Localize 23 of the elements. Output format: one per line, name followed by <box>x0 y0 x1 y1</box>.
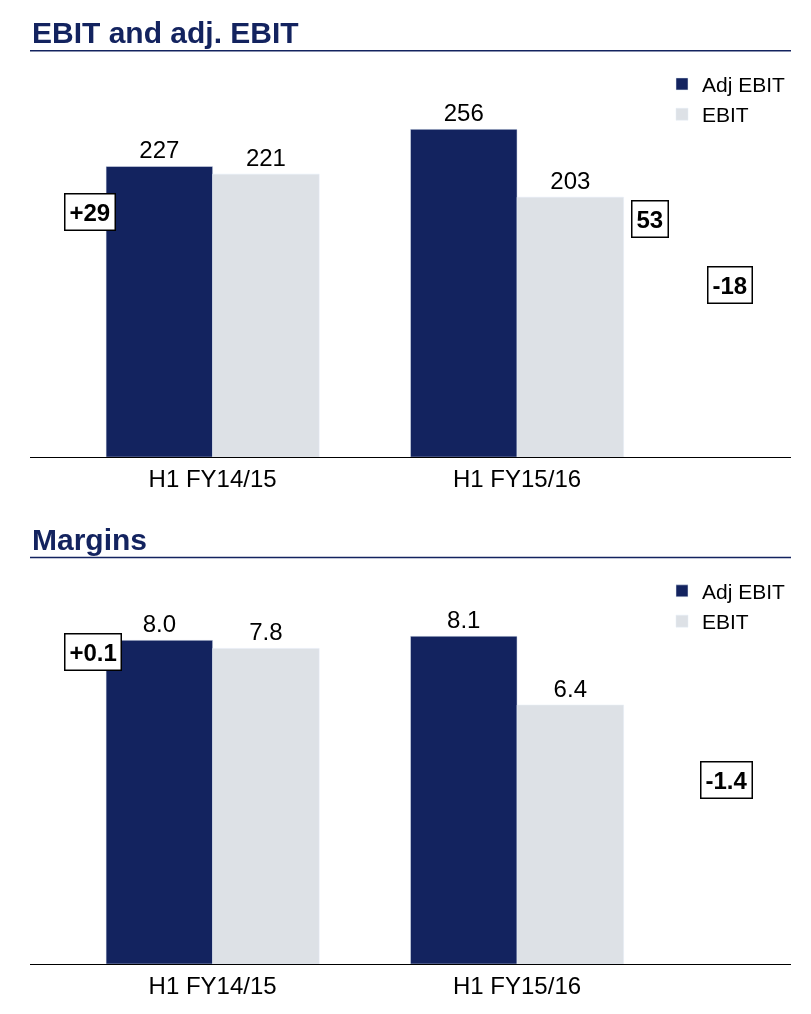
chart-title: Margins <box>32 523 148 556</box>
x-tick-label: H1 FY15/16 <box>453 971 582 999</box>
x-tick-label: H1 FY14/15 <box>148 464 277 492</box>
legend-label: EBIT <box>702 610 749 634</box>
data-label: 6.4 <box>553 675 587 703</box>
legend-label: EBIT <box>702 103 749 127</box>
annotation: -1.4 <box>705 766 748 794</box>
data-label: 221 <box>245 144 286 172</box>
x-tick-label: H1 FY15/16 <box>453 464 582 492</box>
annotation: -18 <box>712 271 748 299</box>
data-label: 7.8 <box>249 618 283 646</box>
legend-label: Adj EBIT <box>702 580 786 604</box>
annotation: +29 <box>69 198 111 226</box>
data-label: 227 <box>139 136 180 164</box>
data-label: 256 <box>443 99 484 127</box>
chart-title: EBIT and adj. EBIT <box>32 16 299 49</box>
annotation: +0.1 <box>69 638 117 666</box>
legend-label: Adj EBIT <box>702 73 786 97</box>
data-label: 8.0 <box>142 610 177 638</box>
data-label: 203 <box>550 167 591 195</box>
annotation: 53 <box>636 205 664 233</box>
x-tick-label: H1 FY14/15 <box>148 971 277 999</box>
data-label: 8.1 <box>447 606 481 634</box>
